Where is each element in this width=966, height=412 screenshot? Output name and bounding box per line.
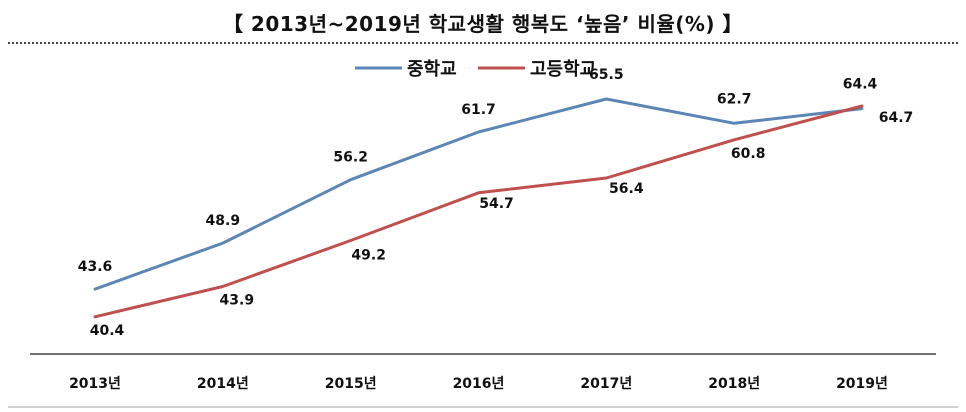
legend-label: 고등학교 bbox=[530, 58, 596, 80]
data-label: 43.6 bbox=[78, 259, 113, 275]
data-label: 64.7 bbox=[879, 110, 914, 126]
data-label: 60.8 bbox=[731, 146, 766, 162]
series-line bbox=[93, 97, 864, 291]
data-label: 64.4 bbox=[843, 77, 878, 93]
data-label: 62.7 bbox=[717, 91, 752, 107]
series-line bbox=[93, 104, 864, 319]
title-divider bbox=[8, 42, 958, 44]
data-label: 65.5 bbox=[589, 67, 624, 83]
data-labels: 43.6 48.9 56.2 61.7 65.5 62.7 64.4 40.4 43.9 49.2… bbox=[78, 67, 914, 339]
data-label: 61.7 bbox=[461, 102, 496, 118]
x-tick-label: 2015년 bbox=[325, 376, 377, 392]
x-tick-labels: 2013년 2014년 2015년 2016년 2017년 2018년 2019년 bbox=[69, 376, 888, 392]
series-layer bbox=[93, 97, 864, 319]
bottom-divider bbox=[8, 406, 958, 408]
x-tick-label: 2014년 bbox=[197, 376, 249, 392]
data-label: 48.9 bbox=[206, 213, 241, 229]
legend: 중학교 고등학교 bbox=[355, 58, 596, 80]
x-tick-label: 2018년 bbox=[708, 376, 760, 392]
data-label: 43.9 bbox=[220, 292, 255, 308]
data-label: 49.2 bbox=[351, 247, 386, 263]
legend-label: 중학교 bbox=[407, 58, 457, 80]
x-tick-label: 2013년 bbox=[69, 376, 121, 392]
data-label: 54.7 bbox=[479, 196, 514, 212]
x-tick-label: 2019년 bbox=[836, 376, 888, 392]
x-tick-label: 2017년 bbox=[580, 376, 632, 392]
data-label: 56.2 bbox=[333, 150, 368, 166]
x-tick-label: 2016년 bbox=[453, 376, 505, 392]
data-label: 56.4 bbox=[609, 181, 644, 197]
data-label: 40.4 bbox=[90, 323, 125, 339]
chart-title: 【 2013년~2019년 학교생활 행복도 ‘높음’ 비율(%) 】 bbox=[222, 12, 744, 36]
